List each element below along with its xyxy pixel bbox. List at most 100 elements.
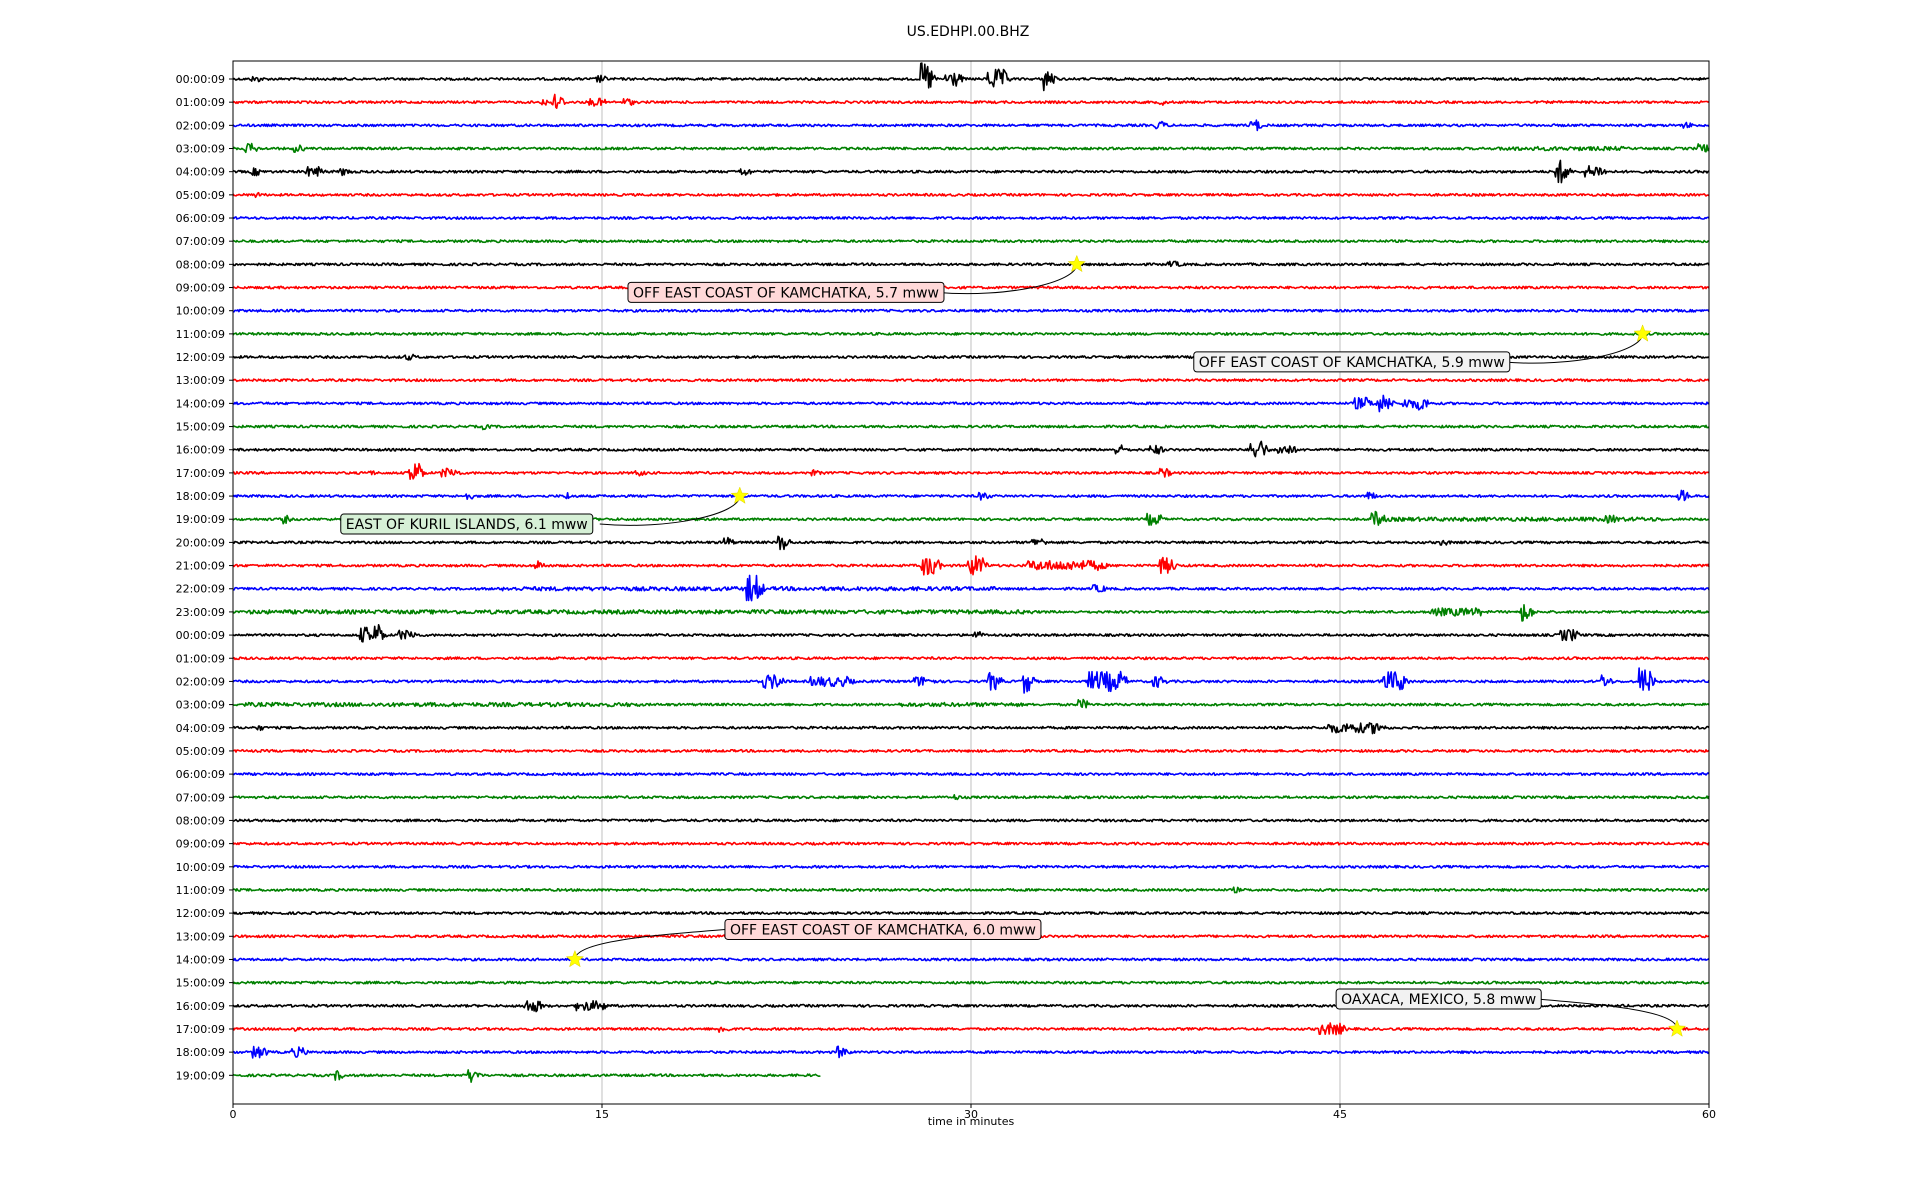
event-label-text: OAXACA, MEXICO, 5.8 mww	[1341, 992, 1536, 1008]
event-label-text: EAST OF KURIL ISLANDS, 6.1 mww	[346, 517, 588, 533]
trace-line	[232, 667, 1710, 694]
event-label-text: OFF EAST COAST OF KAMCHATKA, 6.0 mww	[730, 922, 1036, 938]
row-time-label: 20:00:09	[176, 536, 225, 549]
trace-line	[232, 722, 1710, 735]
row-time-label: 00:00:09	[176, 73, 225, 86]
trace-line	[232, 1045, 1710, 1059]
x-tick-label: 15	[595, 1108, 609, 1121]
trace-line	[232, 462, 1710, 481]
row-time-label: 00:00:09	[176, 629, 225, 642]
trace-line	[232, 793, 1710, 801]
trace-line	[232, 748, 1710, 753]
trace-line	[232, 886, 1710, 894]
row-time-label: 16:00:09	[176, 1000, 225, 1013]
time-labels: 00:00:09 01:00:09 02:00:09 03:00:09 04:00:09…	[176, 73, 233, 1082]
event-connector	[574, 928, 725, 960]
trace-line	[232, 159, 1710, 184]
event-label-text: OFF EAST COAST OF KAMCHATKA, 5.7 mww	[633, 285, 939, 301]
event-label-box	[1335, 988, 1542, 1010]
trace-line	[232, 489, 1710, 502]
row-time-label: 19:00:09	[176, 513, 225, 526]
row-time-label: 13:00:09	[176, 930, 225, 943]
event-label: EAST OF KURIL ISLANDS, 6.1 mww	[340, 513, 594, 535]
row-time-label: 02:00:09	[176, 675, 225, 688]
row-time-label: 15:00:09	[176, 421, 225, 434]
row-time-label: 06:00:09	[176, 768, 225, 781]
trace-line	[232, 142, 1710, 154]
row-time-label: 10:00:09	[176, 305, 225, 318]
trace-line	[232, 772, 1710, 777]
row-time-label: 11:00:09	[176, 884, 225, 897]
event-label-box	[724, 918, 1042, 940]
row-time-label: 11:00:09	[176, 328, 225, 341]
row-time-label: 15:00:09	[176, 977, 225, 990]
event-connector	[599, 495, 741, 526]
chart-title: US.EDHPI.00.BHZ	[907, 24, 1030, 40]
trace-line	[232, 603, 1710, 622]
row-time-label: 07:00:09	[176, 235, 225, 248]
event-label-box	[627, 281, 945, 303]
row-time-label: 12:00:09	[176, 907, 225, 920]
x-tick-label: 30	[964, 1108, 978, 1121]
row-time-label: 03:00:09	[176, 143, 225, 156]
trace-line	[233, 698, 1710, 709]
trace-line	[232, 239, 1710, 244]
x-axis-label: time in minutes	[928, 1115, 1015, 1128]
event-label: OAXACA, MEXICO, 5.8 mww	[1335, 988, 1542, 1010]
trace-line	[232, 1069, 821, 1083]
trace-line	[232, 911, 1710, 916]
row-time-label: 08:00:09	[176, 814, 225, 827]
x-axis-ticks: 0 15 30 45 60	[230, 1104, 1716, 1121]
trace-line	[232, 378, 1710, 383]
row-time-label: 04:00:09	[176, 166, 225, 179]
event-annotations: OFF EAST COAST OF KAMCHATKA, 5.7 mww OFF …	[340, 254, 1687, 1037]
row-time-label: 17:00:09	[176, 467, 225, 480]
trace-line	[232, 555, 1710, 576]
trace-line	[232, 864, 1710, 869]
trace-line	[232, 1022, 1710, 1036]
trace-line	[232, 285, 1710, 290]
row-time-label: 01:00:09	[176, 96, 225, 109]
event-label-box	[340, 513, 594, 535]
trace-line	[232, 308, 1710, 313]
event-connector	[1536, 998, 1678, 1030]
trace-line	[232, 656, 1710, 661]
trace-line	[232, 440, 1710, 458]
event-star-icon	[565, 949, 585, 968]
row-time-label: 03:00:09	[176, 699, 225, 712]
event-label-text: OFF EAST COAST OF KAMCHATKA, 5.9 mww	[1199, 355, 1505, 371]
trace-line	[232, 260, 1710, 268]
row-time-label: 16:00:09	[176, 444, 225, 457]
event-label: OFF EAST COAST OF KAMCHATKA, 5.9 mww	[1193, 351, 1511, 373]
trace-line	[232, 191, 1710, 199]
row-time-label: 09:00:09	[176, 282, 225, 295]
trace-line	[232, 841, 1710, 846]
trace-line	[232, 93, 1710, 109]
row-time-label: 21:00:09	[176, 560, 225, 573]
row-time-label: 18:00:09	[176, 1046, 225, 1059]
trace-line	[232, 119, 1710, 132]
trace-line	[232, 818, 1710, 823]
event-star-icon	[1633, 324, 1652, 342]
row-time-label: 06:00:09	[176, 212, 225, 225]
row-time-label: 17:00:09	[176, 1023, 225, 1036]
row-time-label: 23:00:09	[176, 606, 225, 619]
trace-line	[232, 62, 1710, 92]
event-star-icon	[730, 486, 749, 504]
row-time-label: 09:00:09	[176, 838, 225, 851]
event-label: OFF EAST COAST OF KAMCHATKA, 5.7 mww	[627, 281, 945, 303]
event-connector	[936, 264, 1078, 295]
trace-line	[232, 957, 1710, 962]
trace-line	[232, 216, 1710, 220]
x-tick-label: 60	[1702, 1108, 1716, 1121]
row-time-label: 14:00:09	[176, 397, 225, 410]
row-time-label: 12:00:09	[176, 351, 225, 364]
trace-line	[232, 980, 1710, 985]
event-label: OFF EAST COAST OF KAMCHATKA, 6.0 mww	[724, 918, 1042, 940]
event-label-box	[1193, 351, 1511, 373]
row-time-label: 02:00:09	[176, 119, 225, 132]
x-tick-label: 0	[230, 1108, 237, 1121]
x-tick-label: 45	[1333, 1108, 1347, 1121]
row-time-label: 05:00:09	[176, 189, 225, 202]
